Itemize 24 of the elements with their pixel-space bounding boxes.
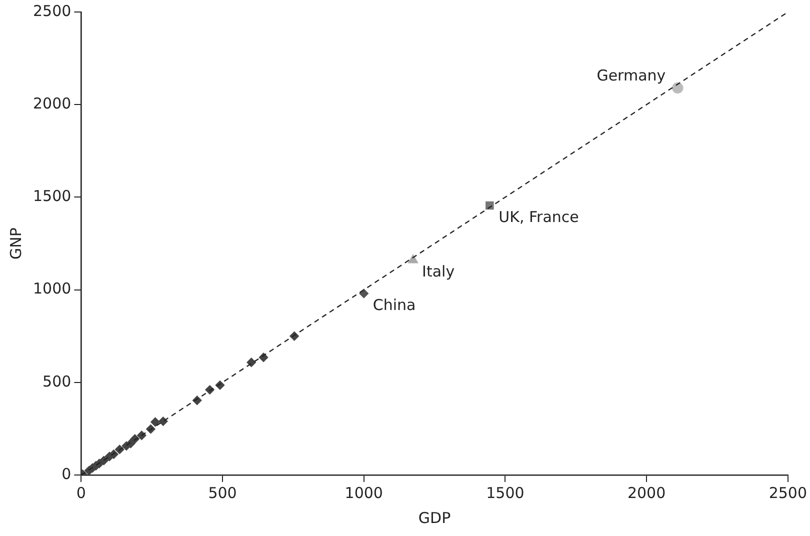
point	[672, 82, 684, 94]
y-tick-label: 1000	[32, 280, 72, 298]
point	[150, 417, 160, 427]
point	[408, 254, 418, 264]
x-tick-label: 500	[208, 484, 237, 502]
annotation: UK, France	[498, 208, 579, 226]
x-tick-label: 0	[76, 484, 86, 502]
x-axis-title: GDP	[418, 508, 451, 527]
y-tick-label: 0	[62, 464, 72, 483]
y-tick-label: 2000	[32, 94, 72, 112]
point	[246, 358, 256, 367]
annotation: Germany	[596, 66, 666, 84]
x-tick-label: 2500	[768, 484, 808, 502]
annotation: Italy	[422, 262, 455, 281]
point	[158, 416, 168, 426]
y-axis-title: GNP	[6, 228, 25, 260]
y-tick-label: 1500	[32, 187, 72, 206]
y-tick-label: 2500	[32, 2, 72, 20]
x-tick-label: 1500	[486, 484, 524, 502]
annotation: China	[372, 296, 416, 314]
x-tick-label: 1000	[344, 484, 383, 502]
point	[359, 288, 368, 298]
y-tick-label: 500	[42, 372, 72, 390]
x-tick-label: 2000	[627, 484, 666, 502]
